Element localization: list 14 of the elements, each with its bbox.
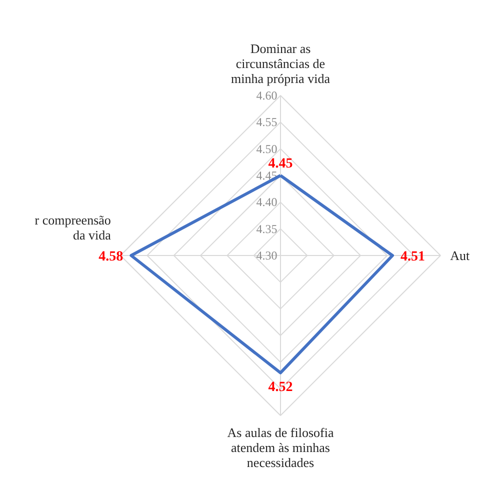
data-label: 4.51 <box>400 250 425 264</box>
data-label: 4.58 <box>98 250 124 264</box>
data-label: 4.52 <box>268 380 293 395</box>
y-tick-label: 4.35 <box>256 222 278 236</box>
data-label: 4.45 <box>268 156 293 172</box>
y-tick-label: 4.50 <box>256 142 278 156</box>
y-tick-label: 4.30 <box>256 248 278 262</box>
y-tick-label: 4.55 <box>256 115 278 130</box>
spoke-label: r compreensão da vida <box>34 212 112 243</box>
y-tick-label: 4.60 <box>256 88 278 102</box>
spoke-label: Dominar as circunstâncias de minha própria vida <box>231 40 330 86</box>
spoke-label: As aulas de filosofia atendem às minhas necessidades <box>227 425 334 470</box>
y-tick-label: 4.40 <box>256 195 278 210</box>
spoke-label: Aut <box>450 248 470 263</box>
